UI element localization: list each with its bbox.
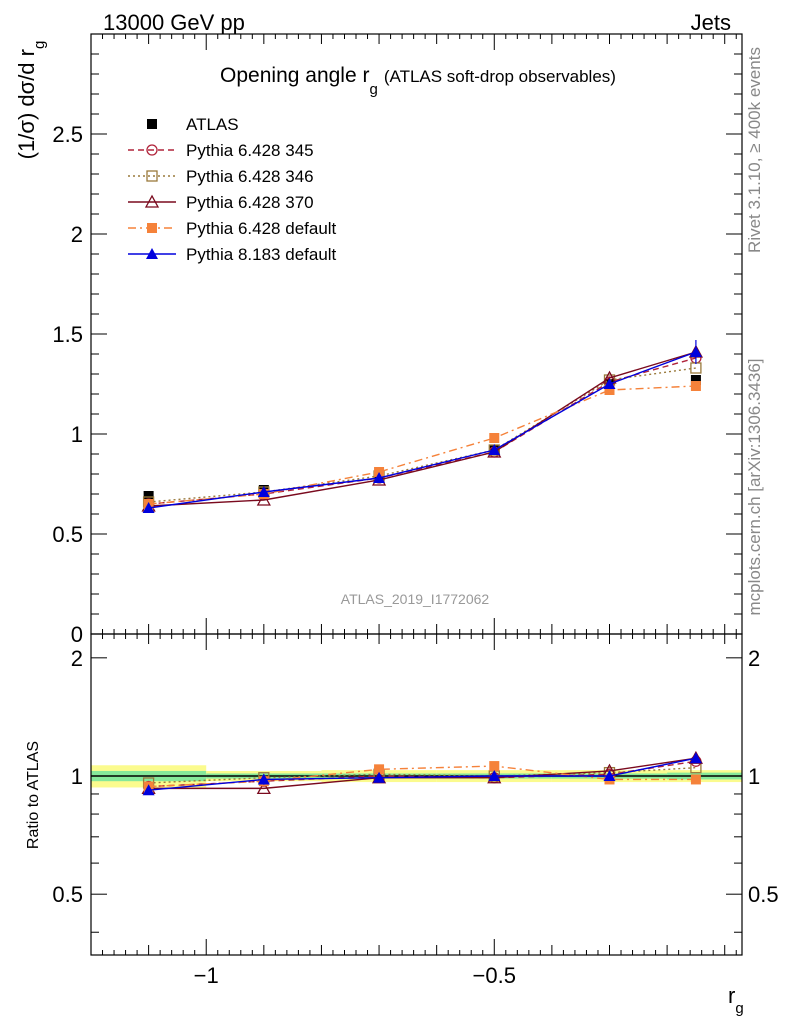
- side-label-rivet: Rivet 3.1.10, ≥ 400k events: [745, 47, 764, 253]
- ratio-data-point: [690, 774, 701, 785]
- legend: ATLAS Pythia 6.428 345 Pythia 6.428 346 Pyt…: [128, 115, 337, 264]
- chart-title-sub: g: [369, 81, 377, 98]
- data-point: [143, 491, 154, 501]
- ratio-axes: −1 −0.5 0.5 0.5 1 1 2 2: [52, 633, 779, 988]
- ratio-series-layer: [141, 750, 704, 796]
- header-left: 13000 GeV pp: [103, 10, 245, 35]
- series-line: [148, 385, 696, 505]
- ratio-series-line: [148, 757, 697, 791]
- ratio-y-tick-label-right: 2: [748, 646, 760, 671]
- data-point: [142, 502, 155, 513]
- main-y-label-sub: g: [31, 41, 48, 49]
- data-point: [256, 492, 271, 506]
- ratio-series-line: [148, 766, 696, 784]
- legend-marker: [146, 248, 158, 259]
- series-atlas: [143, 375, 701, 501]
- ratio-data-point: [489, 761, 500, 772]
- ratio-data-point: [373, 771, 386, 783]
- ratio-y-tick-label-right: 1: [748, 764, 760, 789]
- ratio-data-point: [374, 764, 385, 775]
- y-tick-label: 0: [71, 622, 83, 647]
- data-point: [690, 375, 701, 385]
- legend-label: Pythia 6.428 346: [186, 167, 314, 186]
- series-pythia-6-428-default: [143, 381, 701, 509]
- x-tick-label: −0.5: [473, 963, 516, 988]
- data-point: [603, 378, 616, 389]
- series-pythia-8-183-default: [142, 346, 702, 513]
- ratio-frame: [90, 633, 743, 956]
- x-axis-label-sub: g: [735, 1000, 743, 1017]
- legend-marker: [144, 194, 160, 208]
- ratio-series-line: [148, 757, 697, 790]
- legend-label: Pythia 8.183 default: [186, 245, 337, 264]
- ratio-y-tick-label: 2: [71, 646, 83, 671]
- analysis-watermark: ATLAS_2019_I1772062: [341, 591, 490, 607]
- y-tick-label: 1: [71, 422, 83, 447]
- legend-entry: Pythia 6.428 default: [128, 219, 337, 238]
- ratio-series-line: [148, 765, 696, 788]
- ratio-data-point: [142, 784, 155, 796]
- legend-marker: [147, 119, 157, 129]
- ratio-y-label: Ratio to ATLAS: [25, 741, 42, 849]
- main-axes: 0 0.5 1 1.5 2 2.5: [52, 33, 743, 647]
- main-y-label-text: (1/σ) dσ/d r: [14, 49, 39, 159]
- data-point: [488, 444, 501, 455]
- chart-title-suffix: (ATLAS soft-drop observables): [384, 67, 616, 86]
- legend-label: Pythia 6.428 345: [186, 141, 314, 160]
- series-line: [148, 351, 697, 509]
- ratio-y-tick-label: 1: [71, 764, 83, 789]
- data-point: [373, 472, 386, 483]
- main-series-layer: [141, 340, 704, 513]
- y-tick-label: 2.5: [52, 122, 83, 147]
- y-tick-label: 1.5: [52, 322, 83, 347]
- legend-entry: ATLAS: [147, 115, 239, 134]
- ratio-y-tick-label-right: 0.5: [748, 882, 779, 907]
- ratio-data-point: [603, 770, 616, 782]
- legend-marker: [146, 144, 158, 156]
- legend-entry: Pythia 8.183 default: [128, 245, 337, 264]
- data-point: [690, 362, 702, 374]
- main-y-label: (1/σ) dσ/d rg: [14, 41, 48, 160]
- legend-label: ATLAS: [186, 115, 239, 134]
- y-tick-label: 2: [71, 222, 83, 247]
- x-tick-label: −1: [194, 963, 219, 988]
- x-axis-label-text: r: [728, 983, 735, 1008]
- series-pythia-6-428-346: [142, 362, 702, 508]
- chart-title-main: Opening angle r: [220, 64, 369, 87]
- legend-entry: Pythia 6.428 370: [128, 193, 314, 212]
- legend-marker: [146, 170, 158, 182]
- legend-entry: Pythia 6.428 345: [128, 141, 314, 160]
- series-line: [148, 367, 697, 503]
- header-right: Jets: [691, 10, 731, 35]
- side-label-mcplots: mcplots.cern.ch [arXiv:1306.3436]: [745, 358, 764, 615]
- legend-label: Pythia 6.428 370: [186, 193, 314, 212]
- series-pythia-6-428-370: [141, 344, 704, 512]
- legend-label: Pythia 6.428 default: [186, 219, 337, 238]
- series-line: [148, 351, 697, 507]
- series-pythia-6-428-345: [142, 352, 702, 510]
- x-axis-label: rg: [728, 983, 744, 1017]
- data-point: [257, 486, 270, 497]
- ratio-y-tick-label: 0.5: [52, 882, 83, 907]
- series-line: [148, 357, 697, 505]
- data-point: [690, 381, 701, 391]
- chart-title: Opening angle rg (ATLAS soft-drop observa…: [220, 64, 616, 98]
- data-point: [604, 385, 615, 395]
- data-point: [489, 433, 500, 443]
- legend-marker: [147, 223, 157, 233]
- ratio-data-point: [256, 781, 271, 795]
- legend-entry: Pythia 6.428 346: [128, 167, 314, 186]
- ratio-data-point: [488, 770, 501, 782]
- y-tick-label: 0.5: [52, 522, 83, 547]
